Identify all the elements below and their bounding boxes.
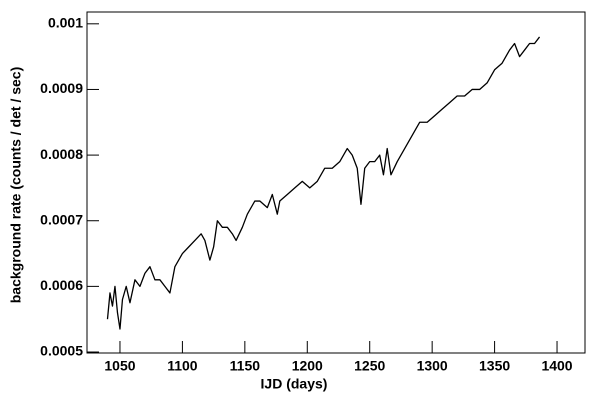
y-tick-label: 0.0009 xyxy=(40,80,83,96)
y-tick-label: 0.0008 xyxy=(40,146,83,162)
y-tick-label: 0.0005 xyxy=(40,343,83,359)
x-tick-label: 1150 xyxy=(230,358,261,374)
x-tick-label: 1100 xyxy=(167,358,198,374)
x-tick-label: 1300 xyxy=(417,358,448,374)
y-tick-label: 0.0007 xyxy=(40,211,83,227)
y-axis-label: background rate (counts / det / sec) xyxy=(8,67,24,304)
y-tick-label: 0.0006 xyxy=(40,277,83,293)
data-line xyxy=(106,36,541,330)
x-tick-label: 1400 xyxy=(541,358,572,374)
x-tick-label: 1350 xyxy=(479,358,510,374)
y-tick-label: 0.001 xyxy=(48,15,83,31)
x-axis-label: IJD (days) xyxy=(261,376,328,392)
x-tick-label: 1050 xyxy=(104,358,135,374)
plot-frame xyxy=(86,11,586,354)
x-tick-label: 1250 xyxy=(354,358,385,374)
x-tick-label: 1200 xyxy=(292,358,323,374)
